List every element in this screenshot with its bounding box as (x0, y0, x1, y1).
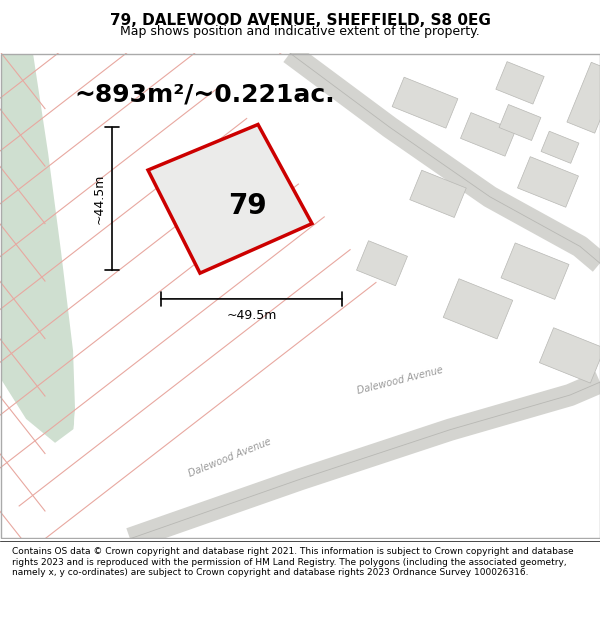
Text: 79, DALEWOOD AVENUE, SHEFFIELD, S8 0EG: 79, DALEWOOD AVENUE, SHEFFIELD, S8 0EG (110, 13, 490, 28)
Polygon shape (539, 328, 600, 383)
Text: ~44.5m: ~44.5m (93, 174, 106, 224)
Text: Map shows position and indicative extent of the property.: Map shows position and indicative extent… (120, 25, 480, 38)
Polygon shape (496, 62, 544, 104)
Polygon shape (501, 243, 569, 299)
Polygon shape (541, 131, 579, 163)
Text: 79: 79 (228, 192, 267, 220)
Polygon shape (567, 62, 600, 133)
Text: Dalewood Avenue: Dalewood Avenue (187, 436, 273, 479)
Text: Dalewood Avenue: Dalewood Avenue (356, 364, 444, 396)
Polygon shape (356, 241, 407, 286)
Polygon shape (443, 279, 513, 339)
Polygon shape (392, 78, 458, 128)
Polygon shape (499, 104, 541, 141)
Polygon shape (148, 124, 312, 273)
Polygon shape (461, 112, 515, 156)
Polygon shape (518, 157, 578, 208)
Text: Contains OS data © Crown copyright and database right 2021. This information is : Contains OS data © Crown copyright and d… (12, 548, 574, 577)
Text: ~893m²/~0.221ac.: ~893m²/~0.221ac. (74, 83, 335, 107)
Text: ~49.5m: ~49.5m (226, 309, 277, 322)
Polygon shape (410, 170, 466, 217)
Polygon shape (0, 53, 80, 444)
